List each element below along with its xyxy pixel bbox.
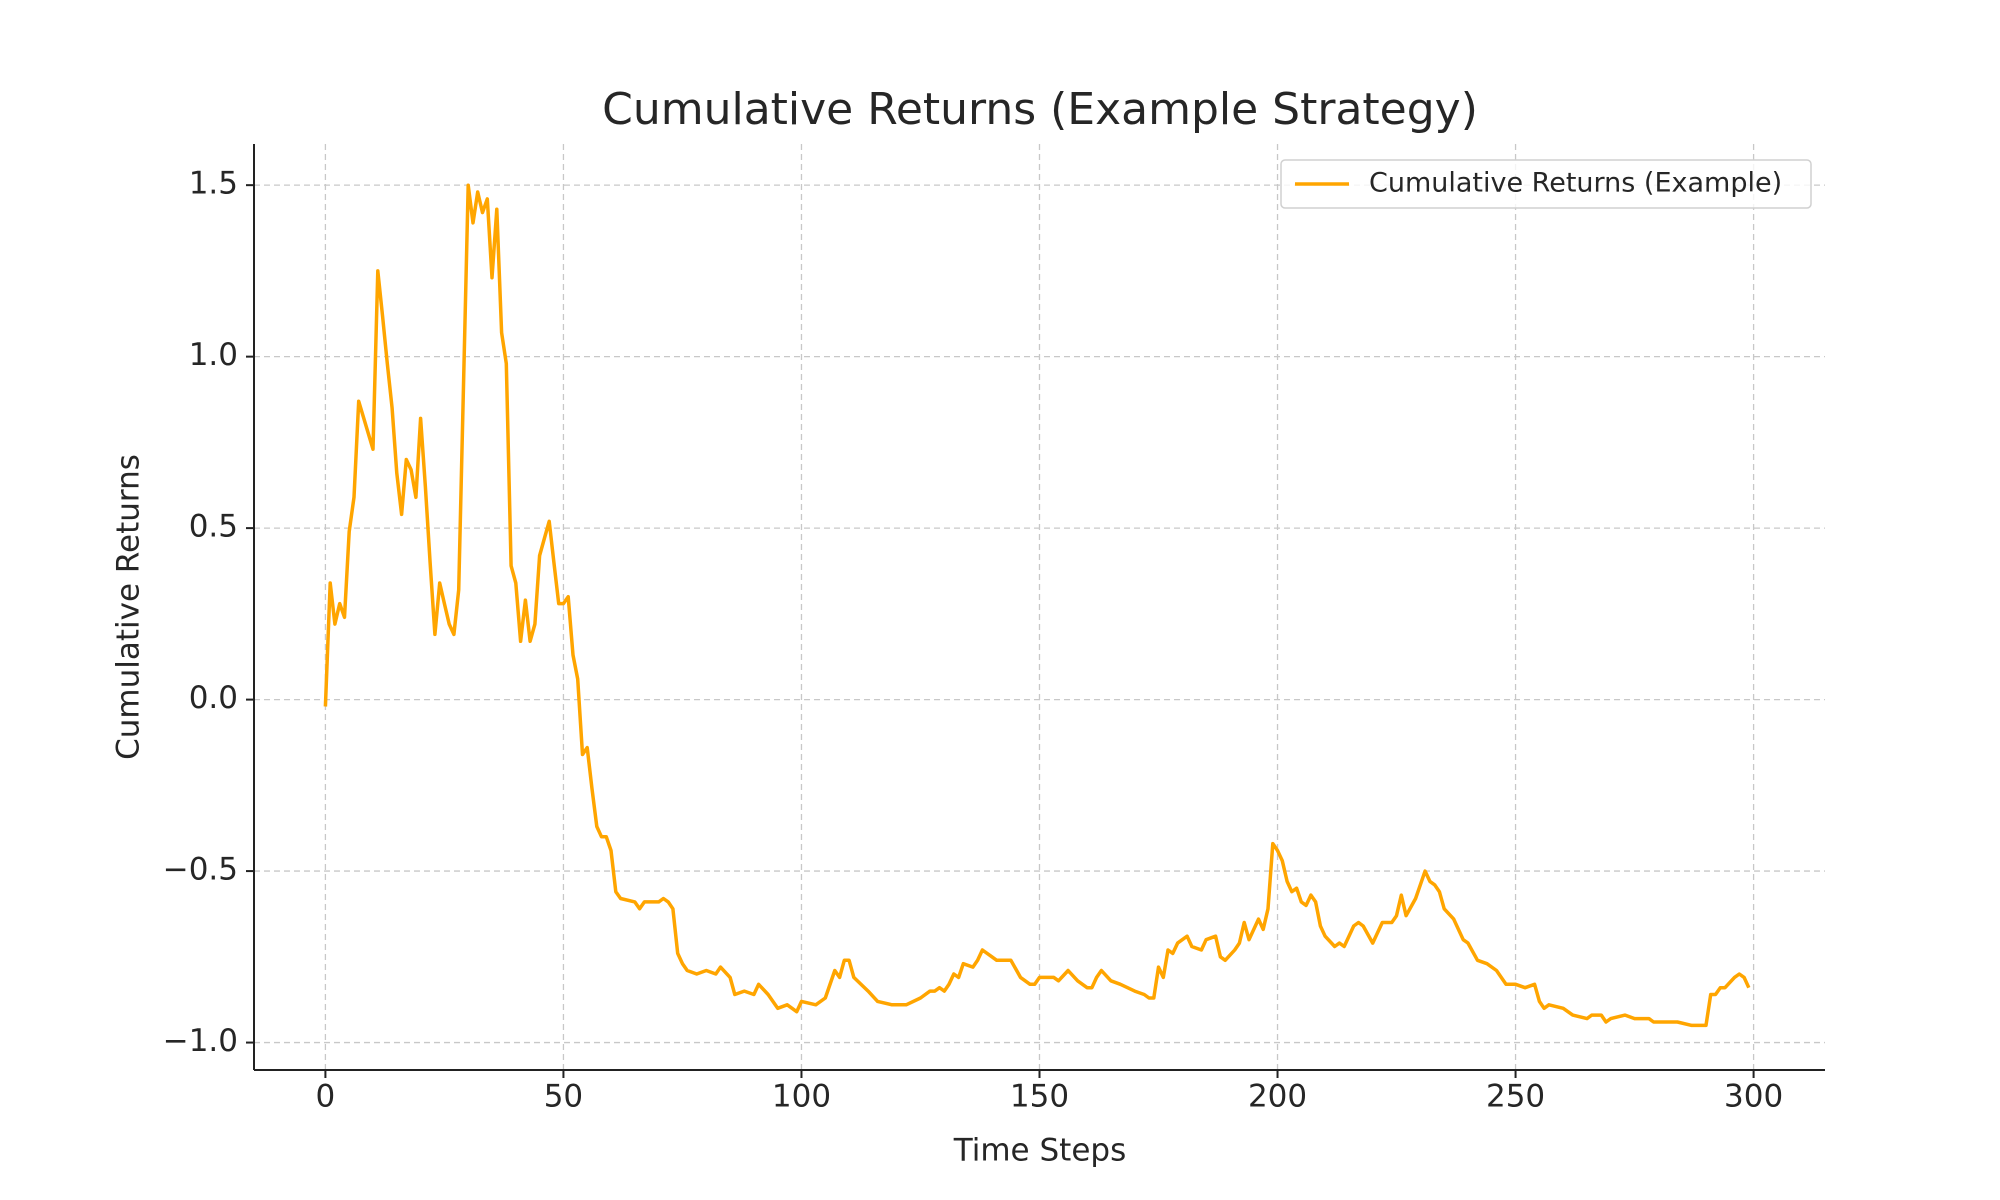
y-tick-label: 0.0 — [189, 680, 238, 716]
x-tick-label: 150 — [1010, 1079, 1069, 1115]
y-tick-label: 0.5 — [189, 509, 238, 545]
x-tick-label: 100 — [772, 1079, 831, 1115]
legend-box — [1280, 159, 1812, 209]
y-tick-label: 1.5 — [189, 166, 238, 202]
y-tick-label: −1.0 — [163, 1023, 238, 1059]
x-tick-label: 250 — [1486, 1079, 1545, 1115]
x-tick-label: 50 — [544, 1079, 583, 1115]
x-axis-label: Time Steps — [953, 1133, 1126, 1169]
y-tick-label: −0.5 — [163, 852, 238, 888]
x-tick-label: 300 — [1724, 1079, 1783, 1115]
data-line — [323, 183, 1751, 1028]
x-tick-label: 0 — [316, 1079, 336, 1115]
y-tick-label: 1.0 — [189, 337, 238, 373]
x-tick-label: 200 — [1248, 1079, 1307, 1115]
legend-label: Cumulative Returns (Example) — [1369, 168, 1782, 199]
y-axis-label: Cumulative Returns — [111, 454, 147, 760]
chart-title: Cumulative Returns (Example Strategy) — [602, 84, 1478, 135]
